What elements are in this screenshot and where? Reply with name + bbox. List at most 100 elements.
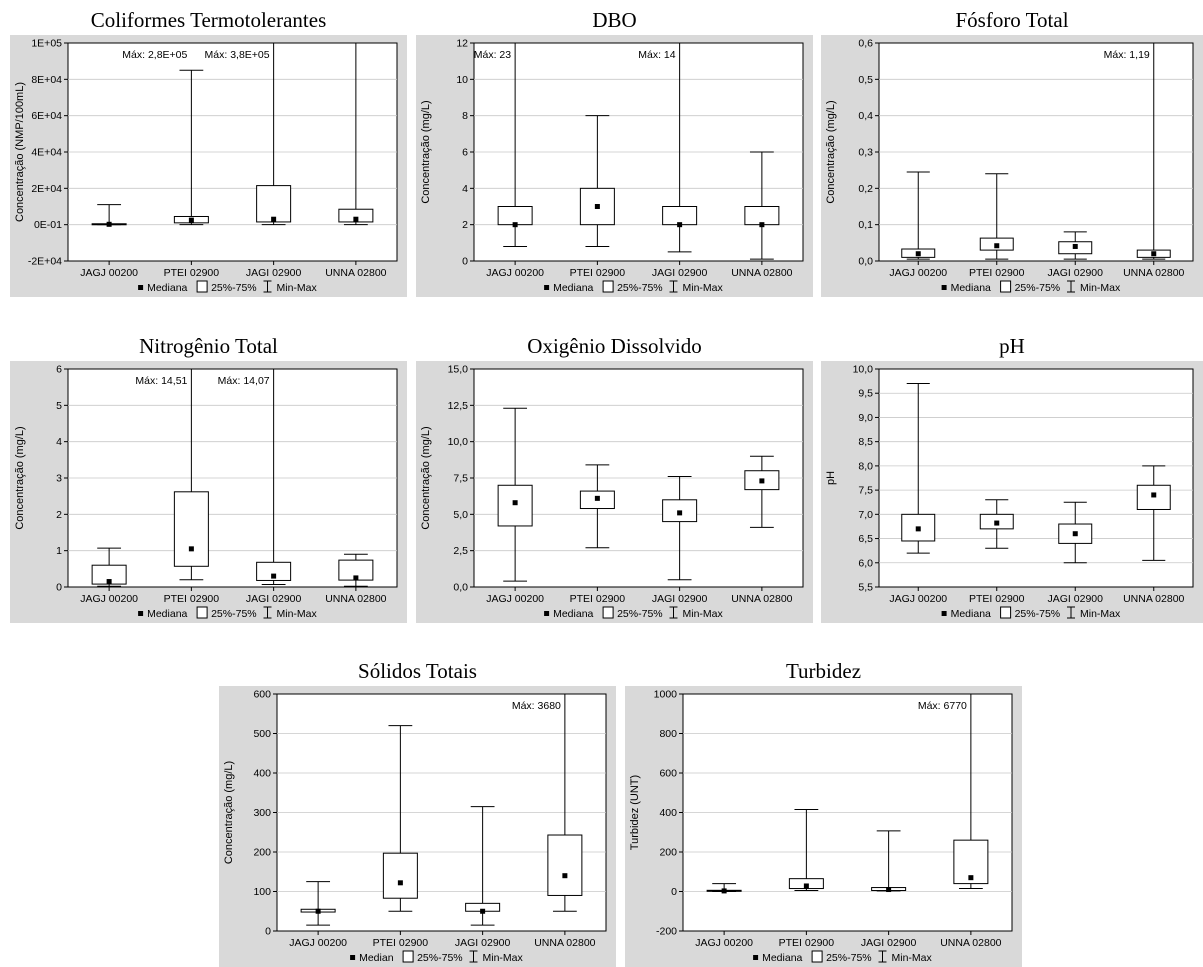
median-marker (271, 573, 277, 579)
chart-panel: DBO 0 2 4 6 8 10 12 Concentração (mg/L) JAGJ 0020… (416, 5, 813, 297)
x-tick-label: PTEI 02900 (969, 267, 1025, 279)
y-tick-label: 200 (659, 847, 677, 859)
legend-median-swatch (941, 285, 947, 290)
x-tick-label: JAGJ 00200 (695, 937, 753, 949)
x-tick-label: UNNA 02800 (731, 593, 792, 605)
chart-svg: -2E+04 0E-01 2E+04 4E+04 6E+04 8E+04 1E+05 Conc… (14, 38, 398, 294)
chart-panel: Turbidez -200 0 200 400 600 800 1000 Turbidez (U… (625, 656, 1022, 967)
chart-title: pH (999, 334, 1025, 358)
legend-median-label: Mediana (762, 952, 802, 964)
y-tick-label: 8 (462, 110, 468, 122)
legend: Mediana 25%-75% Min-Max (544, 606, 724, 620)
y-axis-label: Concentração (mg/L) (223, 761, 235, 864)
box-1 (497, 43, 533, 247)
median-marker (677, 510, 683, 516)
max-annotation: Máx: 14,07 (218, 375, 270, 387)
y-tick-label: 0,4 (858, 110, 873, 122)
legend-box-label: 25%-75% (211, 282, 257, 294)
x-tick-label: JAGI 02900 (652, 267, 708, 279)
median-marker (594, 495, 600, 501)
box-3 (465, 806, 501, 926)
chart-svg: 5,5 6,0 6,5 7,0 7,5 8,0 8,5 9,0 9,5 10,0 pH JAGJ 00… (825, 364, 1194, 620)
box-1 (901, 383, 936, 554)
box-4 (338, 43, 374, 226)
x-tick-label: UNNA 02800 (1123, 593, 1184, 605)
median-marker (968, 875, 974, 881)
legend-median-swatch (138, 285, 144, 290)
y-tick-label: 300 (253, 807, 271, 819)
legend-box-swatch (602, 606, 614, 619)
x-tick-label: UNNA 02800 (940, 937, 1001, 949)
iqr-box (256, 561, 292, 581)
y-tick-label: 0 (56, 582, 62, 594)
y-tick-label: 2 (56, 509, 62, 521)
y-tick-label: 1 (56, 545, 62, 557)
legend: Mediana 25%-75% Min-Max (138, 606, 318, 620)
box-1 (91, 547, 127, 587)
y-axis-label: pH (825, 471, 837, 485)
max-annotation: Máx: 3,8E+05 (205, 49, 270, 61)
x-tick-label: JAGI 02900 (246, 267, 302, 279)
y-tick-label: 100 (253, 886, 271, 898)
legend-box-swatch (1000, 280, 1012, 293)
box-2 (979, 499, 1014, 549)
y-tick-label: 400 (659, 807, 677, 819)
y-tick-label: 1000 (654, 689, 678, 701)
legend-box-label: 25%-75% (211, 608, 257, 620)
chart-title: Nitrogênio Total (139, 334, 278, 358)
chart-panel: Fósforo Total 0,0 0,1 0,2 0,3 0,4 0,5 0,6 Concen… (821, 5, 1203, 297)
legend: Mediana 25%-75% Min-Max (941, 280, 1121, 294)
legend: Mediana 25%-75% Min-Max (941, 606, 1121, 620)
box-1 (706, 883, 742, 894)
legend-box-swatch (402, 950, 414, 963)
y-tick-label: 0 (462, 256, 468, 268)
box-1 (497, 407, 533, 582)
legend-box-label: 25%-75% (417, 952, 463, 964)
max-annotation: Máx: 1,19 (1104, 49, 1150, 61)
iqr-box (173, 491, 209, 567)
y-axis-label: Concentração (mg/L) (420, 426, 432, 529)
y-tick-label: -200 (656, 926, 677, 938)
y-tick-label: 8E+04 (31, 74, 62, 86)
legend-median-label: Mediana (951, 282, 991, 294)
x-tick-label: PTEI 02900 (570, 593, 626, 605)
y-tick-label: 0,3 (858, 147, 873, 159)
y-tick-label: 0E-01 (34, 219, 62, 231)
median-marker (188, 217, 194, 223)
median-marker (594, 204, 600, 209)
box-2 (788, 809, 824, 892)
legend-median-label: Mediana (553, 282, 593, 294)
y-tick-label: 12,5 (448, 400, 469, 412)
box-4 (744, 151, 780, 260)
legend-whisker-label: Min-Max (1080, 282, 1121, 294)
max-annotation: Máx: 2,8E+05 (122, 49, 187, 61)
legend-whisker-label: Min-Max (1080, 608, 1121, 620)
iqr-box (382, 852, 418, 899)
legend-median-swatch (350, 955, 356, 960)
x-tick-label: JAGI 02900 (246, 593, 302, 605)
legend-median-label: Mediana (147, 282, 187, 294)
y-axis-label: Concentração (mg/L) (825, 100, 837, 203)
box-3 (662, 476, 698, 581)
y-tick-label: 8,5 (858, 436, 873, 448)
y-tick-label: 10,0 (853, 364, 874, 376)
max-annotation: Máx: 14 (638, 49, 676, 61)
median-marker (677, 222, 683, 228)
x-tick-label: PTEI 02900 (779, 937, 835, 949)
y-tick-label: 8,0 (858, 460, 873, 472)
box-4 (1136, 43, 1171, 260)
legend-median-swatch (544, 285, 550, 290)
legend-box-swatch (602, 280, 614, 293)
plot-area (878, 368, 1194, 588)
x-tick-label: UNNA 02800 (325, 267, 386, 279)
legend-box-label: 25%-75% (1015, 608, 1061, 620)
y-tick-label: 5 (56, 400, 62, 412)
legend-box-label: 25%-75% (1015, 282, 1061, 294)
y-tick-label: 10,0 (448, 436, 469, 448)
x-tick-label: UNNA 02800 (325, 593, 386, 605)
x-tick-label: JAGJ 00200 (889, 593, 947, 605)
box-4 (953, 694, 989, 890)
x-tick-label: JAGJ 00200 (486, 593, 544, 605)
median-marker (994, 243, 1000, 249)
y-tick-label: 4 (56, 436, 62, 448)
